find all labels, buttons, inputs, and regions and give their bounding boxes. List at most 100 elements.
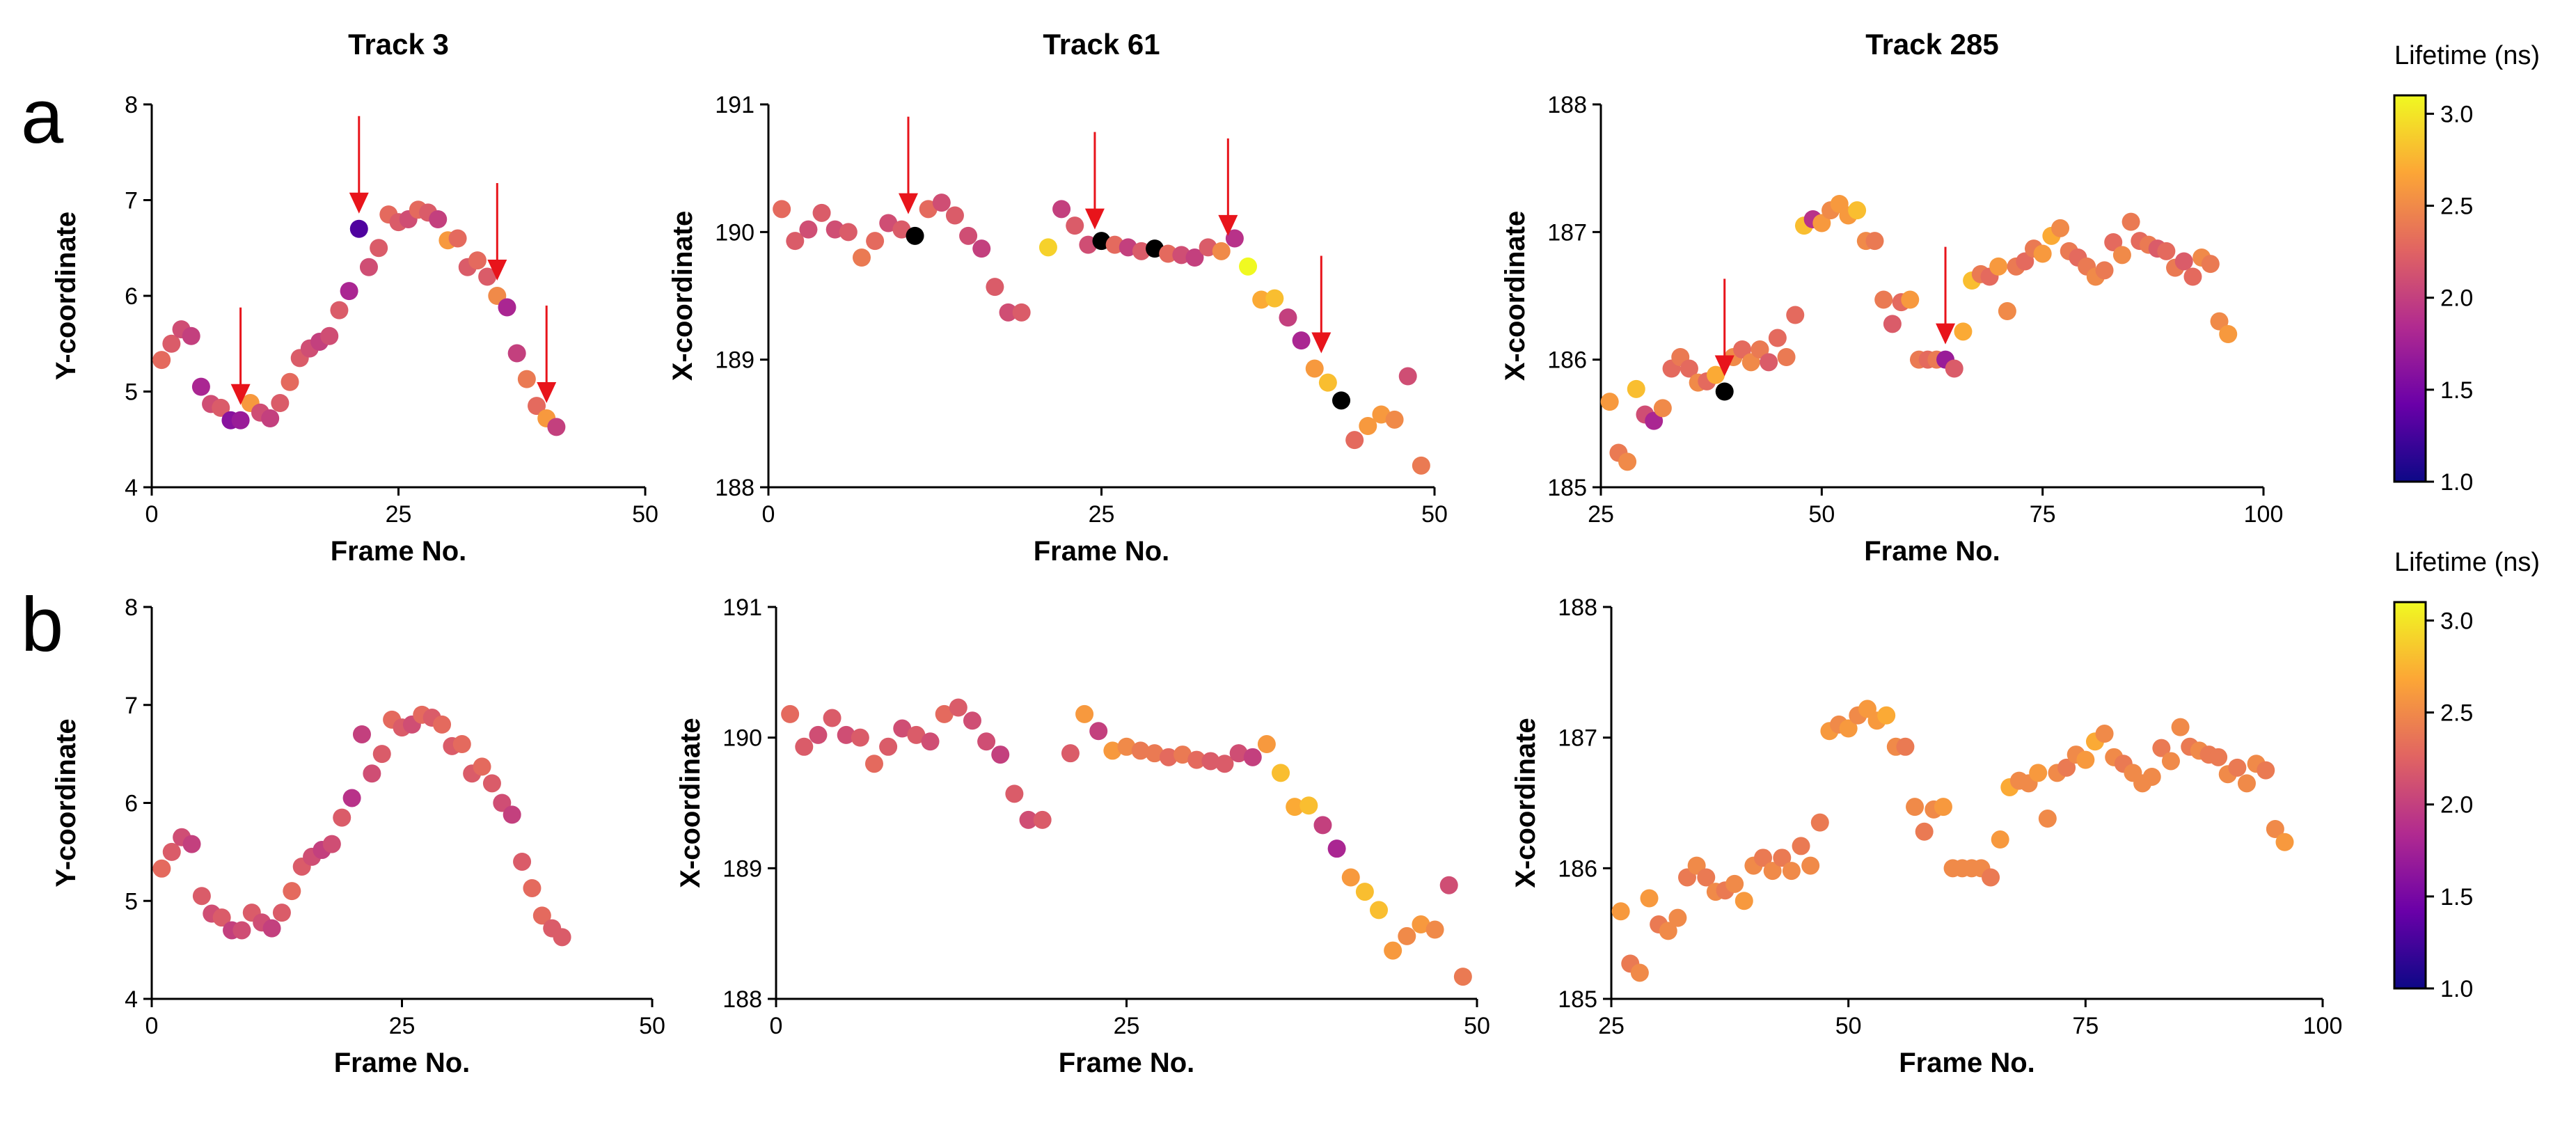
data-point xyxy=(879,737,898,756)
data-point xyxy=(1038,238,1057,257)
data-point xyxy=(1773,849,1792,867)
data-point xyxy=(1741,353,1760,372)
x-tick-label: 50 xyxy=(639,1013,665,1039)
data-point xyxy=(977,732,996,751)
y-tick-label: 5 xyxy=(125,888,138,915)
data-point xyxy=(182,835,201,853)
x-tick-label: 100 xyxy=(2244,501,2284,528)
data-point xyxy=(1272,764,1290,782)
data-point xyxy=(1033,810,1052,829)
data-point xyxy=(272,904,291,922)
y-tick-label: 190 xyxy=(722,725,762,752)
data-point xyxy=(2142,767,2161,786)
data-point xyxy=(1782,862,1801,881)
data-point xyxy=(1384,941,1402,960)
x-tick-label: 50 xyxy=(1835,1013,1862,1039)
data-point xyxy=(1754,849,1773,867)
y-tick-label: 186 xyxy=(1558,855,1597,882)
highlight-arrow xyxy=(487,183,507,281)
highlight-arrow xyxy=(898,116,918,214)
y-tick-label: 6 xyxy=(125,791,138,817)
data-point xyxy=(773,200,791,219)
data-point xyxy=(1715,382,1734,401)
data-point xyxy=(2209,748,2228,766)
data-point xyxy=(1896,737,1915,756)
data-point xyxy=(452,735,471,754)
data-point xyxy=(1760,353,1778,372)
data-point xyxy=(517,370,536,388)
data-point xyxy=(1725,874,1744,893)
data-point xyxy=(152,351,171,370)
data-point xyxy=(2057,758,2076,777)
data-point xyxy=(1848,201,1867,220)
y-tick-label: 188 xyxy=(1547,92,1587,118)
data-point xyxy=(547,418,566,436)
y-tick-label: 7 xyxy=(125,188,138,214)
data-point xyxy=(1215,755,1234,773)
x-tick-label: 100 xyxy=(2303,1013,2343,1039)
x-tick-label: 0 xyxy=(145,1013,159,1039)
data-point xyxy=(2171,718,2190,736)
data-point xyxy=(162,842,181,861)
data-point xyxy=(2275,833,2294,851)
data-point xyxy=(986,278,1004,297)
y-tick-label: 189 xyxy=(715,347,754,374)
colorbars-layer: Lifetime (ns)1.01.52.02.53.0 Lifetime (ns… xyxy=(2393,41,2540,1002)
data-point xyxy=(1052,200,1071,219)
data-point xyxy=(1299,796,1318,815)
data-point xyxy=(1332,391,1351,410)
data-point xyxy=(945,206,964,225)
data-point xyxy=(1812,214,1831,232)
data-point xyxy=(949,698,967,717)
x-tick-label: 25 xyxy=(1588,501,1614,528)
highlight-arrow xyxy=(1311,255,1332,354)
data-point xyxy=(1412,915,1430,934)
x-tick-label: 50 xyxy=(1464,1013,1490,1039)
data-point xyxy=(781,704,800,723)
data-point xyxy=(1630,963,1649,982)
data-point xyxy=(322,835,341,853)
data-point xyxy=(2152,739,2171,757)
colorbar-tick-label: 2.0 xyxy=(2440,792,2473,819)
x-axis-label: Frame No. xyxy=(1899,1048,2035,1078)
data-point xyxy=(1839,719,1858,738)
colorbar-1: Lifetime (ns) 1.0 1.5 2.0 2.5 3.0 xyxy=(2393,41,2540,496)
data-point xyxy=(2038,810,2057,828)
data-point xyxy=(231,411,250,429)
data-point xyxy=(1733,340,1752,358)
data-point xyxy=(340,282,358,301)
y-axis-label: X-coordinate xyxy=(667,211,698,381)
x-axis-label: Frame No. xyxy=(331,536,467,567)
data-point xyxy=(1906,798,1925,816)
data-point xyxy=(482,774,501,793)
colorbar-2: Lifetime (ns) 1.0 1.5 2.0 2.5 3.0 xyxy=(2393,548,2540,1002)
data-point xyxy=(280,372,299,391)
data-point xyxy=(1768,329,1787,347)
data-point xyxy=(271,394,290,412)
data-point xyxy=(1061,744,1080,763)
panel-label-b: b xyxy=(21,582,63,668)
colorbar-tick-label: 2.5 xyxy=(2440,194,2473,220)
data-point xyxy=(1645,411,1664,430)
data-point xyxy=(359,258,378,276)
data-point xyxy=(1318,373,1337,392)
y-tick-label: 185 xyxy=(1558,986,1597,1013)
x-tick-label: 25 xyxy=(386,501,412,528)
y-tick-label: 187 xyxy=(1547,219,1587,246)
data-point xyxy=(523,878,542,897)
data-point xyxy=(2104,233,2123,251)
data-point xyxy=(1225,229,1244,248)
data-point xyxy=(1982,868,2000,887)
data-point xyxy=(1901,290,1920,309)
x-tick-label: 50 xyxy=(632,501,658,528)
x-tick-label: 75 xyxy=(2072,1013,2099,1039)
data-point xyxy=(1257,735,1276,754)
y-axis-label: Y-coordinate xyxy=(51,718,81,887)
y-tick-label: 8 xyxy=(125,594,138,621)
data-point xyxy=(1786,306,1805,324)
data-point xyxy=(2157,242,2176,260)
x-tick-label: 25 xyxy=(1598,1013,1625,1039)
data-point xyxy=(1618,452,1637,471)
data-point xyxy=(1707,365,1725,384)
